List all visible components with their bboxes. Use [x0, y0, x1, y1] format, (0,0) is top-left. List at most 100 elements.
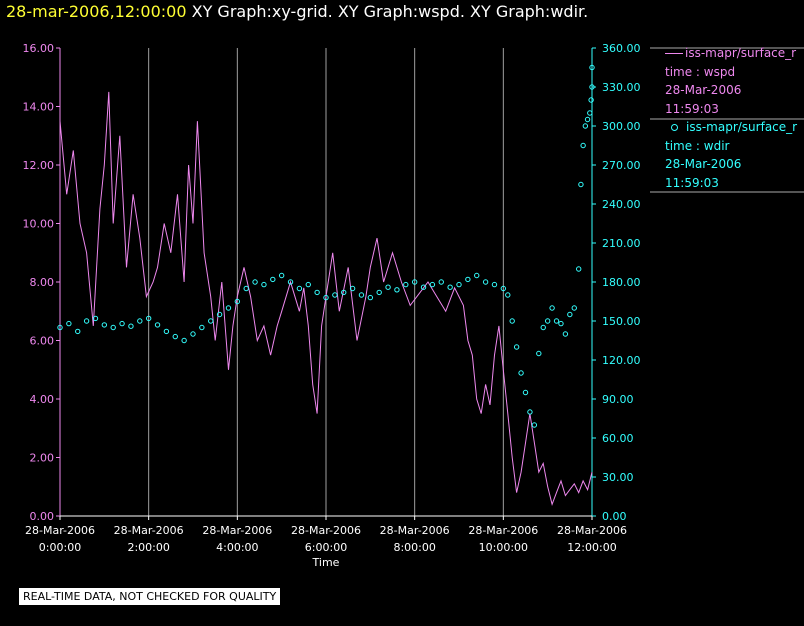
x-tick-label-date: 28-Mar-2006 [202, 524, 272, 537]
wdir-point [536, 350, 542, 357]
x-tick-label-time: 12:00:00 [567, 541, 616, 554]
header-timestamp: 28-mar-2006,12:00:00 [6, 2, 187, 21]
x-tick-label-time: 10:00:00 [479, 541, 528, 554]
x-tick-label-time: 4:00:00 [216, 541, 258, 554]
y-right-tick-label: 60.00 [602, 432, 634, 445]
wdir-point [181, 337, 187, 344]
wdir-point [252, 279, 258, 285]
legend-wdir-var: time : wdir [665, 138, 730, 153]
wdir-point [513, 344, 520, 350]
x-tick-label-time: 2:00:00 [127, 541, 169, 554]
wdir-point [349, 285, 356, 292]
wdir-point [270, 276, 276, 283]
y-right-tick-label: 270.00 [602, 159, 641, 172]
wdir-point [429, 281, 436, 288]
wdir-point [578, 181, 584, 188]
wdir-point [358, 292, 365, 298]
wdir-point [332, 292, 338, 298]
wdir-point [92, 315, 99, 322]
y-right-tick-label: 330.00 [602, 81, 641, 94]
wdir-point [540, 324, 546, 331]
wdir-point [580, 142, 586, 149]
wdir-point [154, 322, 161, 328]
x-tick-label-date: 28-Mar-2006 [114, 524, 184, 537]
wdir-point [225, 305, 232, 311]
x-tick-label-time: 0:00:00 [39, 541, 81, 554]
wdir-point [128, 323, 134, 329]
header-title: 28-mar-2006,12:00:00 XY Graph:xy-grid. X… [6, 2, 588, 21]
wdir-point [190, 331, 196, 337]
y-right-tick-label: 0.00 [602, 510, 627, 523]
wdir-point [527, 409, 533, 415]
y-left-tick-label: 6.00 [30, 335, 55, 348]
wdir-point [367, 294, 374, 301]
wdir-point [341, 289, 347, 296]
wdir-point [509, 318, 515, 324]
y-left-tick-label: 16.00 [23, 42, 55, 55]
wdir-point [75, 328, 81, 335]
x-tick-label-date: 28-Mar-2006 [25, 524, 95, 537]
wdir-point [558, 320, 564, 327]
wdir-point [522, 389, 529, 396]
wdir-point [567, 311, 573, 318]
wdir-point [403, 281, 409, 288]
y-right-tick-label: 360.00 [602, 42, 641, 55]
wdir-point [119, 320, 125, 327]
wdir-point [447, 284, 453, 290]
x-tick-label-date: 28-Mar-2006 [291, 524, 361, 537]
wdir-point [411, 279, 418, 285]
y-right-tick-label: 150.00 [602, 315, 641, 328]
wdir-point [394, 287, 400, 293]
y-right-tick-label: 240.00 [602, 198, 641, 211]
wdir-point [261, 281, 267, 288]
wdir-point [278, 272, 285, 279]
legend-wspd-date: 28-Mar-2006 [665, 83, 742, 97]
wdir-point [287, 279, 294, 285]
legend-wdir-date: 28-Mar-2006 [665, 157, 742, 171]
legend-wdir-time: 11:59:03 [665, 175, 719, 190]
wdir-point [420, 284, 427, 290]
y-left-tick-label: 14.00 [23, 101, 55, 114]
legend-wdir-name: iss-mapr/surface_r [686, 120, 798, 134]
y-right-tick-label: 30.00 [602, 471, 634, 484]
header-graph-list: XY Graph:xy-grid. XY Graph:wspd. XY Grap… [191, 2, 589, 21]
wdir-point [172, 333, 178, 340]
wdir-point [500, 285, 507, 292]
wdir-point [582, 123, 589, 129]
wdir-point [438, 279, 444, 285]
wdir-point [145, 315, 152, 322]
wdir-point [385, 284, 391, 290]
y-left-tick-label: 12.00 [23, 159, 55, 172]
wdir-point [163, 328, 170, 335]
wdir-point [199, 324, 205, 331]
legend-wspd-var: time : wspd [665, 64, 736, 79]
wdir-point [101, 322, 108, 328]
y-left-tick-label: 10.00 [23, 218, 55, 231]
x-tick-label-date: 28-Mar-2006 [557, 524, 627, 537]
y-right-tick-label: 90.00 [602, 393, 634, 406]
wdir-point [562, 331, 569, 337]
wdir-point [589, 64, 595, 71]
wdir-point [137, 318, 143, 324]
wdir-point [323, 294, 329, 301]
wdir-point [234, 298, 241, 305]
x-tick-label-date: 28-Mar-2006 [468, 524, 538, 537]
wdir-point [83, 318, 90, 324]
wdir-point [456, 281, 462, 288]
wdir-point [482, 279, 489, 285]
wspd-series-line [59, 91, 593, 506]
wdir-point [57, 324, 63, 331]
x-tick-label-time: 6:00:00 [305, 541, 347, 554]
quality-notice: REAL-TIME DATA, NOT CHECKED FOR QUALITY [19, 588, 281, 605]
legend-wspd-line-icon [665, 53, 683, 54]
legend-wspd-time: 11:59:03 [665, 101, 719, 116]
wdir-point [544, 318, 551, 324]
y-right-tick-label: 210.00 [602, 237, 641, 250]
wdir-point [110, 324, 116, 331]
wdir-point [584, 116, 591, 123]
wdir-point [305, 281, 311, 288]
y-left-tick-label: 2.00 [30, 452, 55, 465]
wdir-point [549, 305, 555, 311]
wdir-point [531, 422, 538, 428]
